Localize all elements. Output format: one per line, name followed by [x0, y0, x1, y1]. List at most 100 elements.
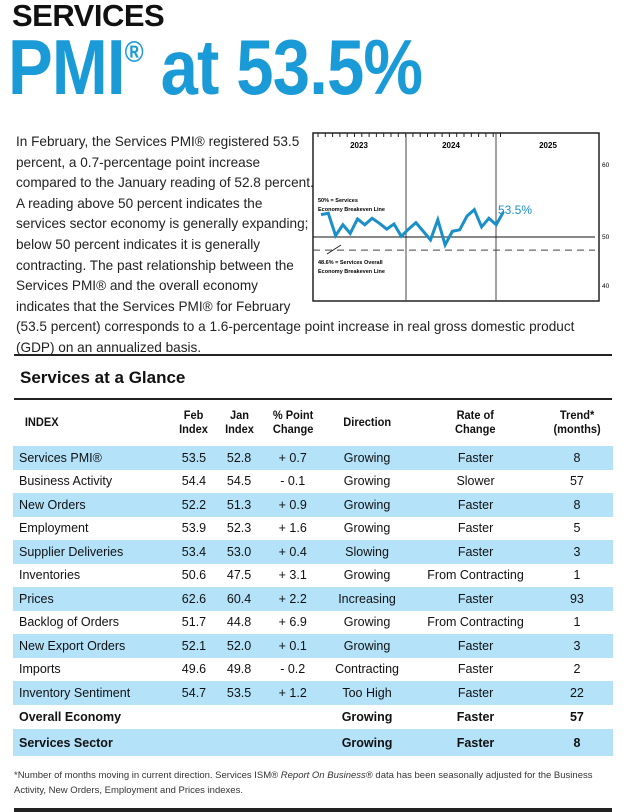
column-header: Jan Index [224, 408, 254, 436]
table-cell: 47.5 [226, 568, 252, 583]
y-tick-label: 60 [602, 162, 610, 169]
table-cell: Faster [410, 587, 541, 611]
headline-pmi: PMI [8, 23, 126, 111]
table-cell: Growing [323, 446, 411, 470]
pmi-series-line [320, 207, 505, 249]
table-cell: + 1.6 [278, 521, 307, 536]
table-cell: Faster [410, 634, 541, 658]
table-row: New Orders 52.2 51.3 + 0.9 Growing Faster 8 [13, 493, 613, 517]
ref-label: Economy Breakeven Line [318, 269, 385, 275]
section-title: Services at a Glance [20, 368, 186, 387]
year-label: 2025 [539, 141, 557, 150]
table-cell: Imports [19, 662, 61, 677]
table-cell: 49.8 [226, 662, 252, 677]
table-cell: 44.8 [226, 615, 252, 630]
divider [14, 808, 612, 812]
table-cell: Slowing [323, 540, 411, 564]
table-cell: Services PMI® [13, 446, 172, 470]
table-cell: 5 [573, 521, 581, 536]
table-cell: 8 [540, 729, 613, 756]
table-cell: 52.2 [171, 493, 217, 517]
column-header: INDEX [24, 415, 59, 429]
table-cell: New Orders [13, 493, 172, 517]
table-cell: 1 [573, 568, 581, 583]
table-cell: 53.5 [216, 681, 262, 705]
table-cell: Backlog of Orders [19, 615, 120, 630]
services-glance-table: INDEX Feb Index Jan Index % Point Change Direct… [13, 398, 613, 756]
table-cell: New Export Orders [13, 634, 172, 658]
table-cell: Growing [343, 615, 391, 630]
table-cell: 3 [540, 540, 613, 564]
table-cell: Growing [323, 634, 411, 658]
table-cell: 57 [569, 709, 584, 724]
table-cell: 93 [540, 587, 613, 611]
table-cell: Services Sector [13, 729, 172, 756]
footnote-text: data has been seasonally adjusted for th… [14, 770, 593, 796]
column-header: Rate of Change [455, 408, 496, 436]
table-cell: 3 [540, 634, 613, 658]
table-row: Supplier Deliveries 53.4 53.0 + 0.4 Slowing F… [13, 540, 613, 564]
table-row: Services PMI® 53.5 52.8 + 0.7 Growing Faster 8 [13, 446, 613, 470]
divider [14, 398, 612, 400]
table-cell: 51.3 [216, 493, 262, 517]
table-cell: Growing [343, 521, 391, 536]
table-cell: Faster [410, 446, 541, 470]
table-cell: + 0.1 [261, 634, 324, 658]
table-cell [262, 705, 324, 730]
table-cell: Faster [410, 729, 541, 756]
table-cell: 53.4 [171, 540, 217, 564]
table-cell: 60.4 [216, 587, 262, 611]
table-cell: + 0.4 [261, 540, 324, 564]
table-cell: 53.9 [181, 521, 207, 536]
table-cell: Faster [457, 662, 494, 677]
divider [14, 354, 612, 356]
table-row: Business Activity 54.4 54.5 - 0.1 Growing Slo… [13, 470, 613, 494]
table-cell: 49.6 [181, 662, 207, 677]
table-cell: + 6.9 [278, 615, 307, 630]
table-cell: Faster [457, 521, 494, 536]
table-cell: 8 [540, 446, 613, 470]
table-cell: Inventories [19, 568, 81, 583]
kicker: SERVICES [12, 0, 165, 33]
table-cell: 54.7 [171, 681, 217, 705]
footnote: *Number of months moving in current dire… [14, 768, 614, 798]
column-header: Trend* (months) [553, 408, 601, 436]
table-cell: 50.6 [181, 568, 207, 583]
footnote-italic: Report On Business® [280, 770, 373, 781]
table-row: New Export Orders 52.1 52.0 + 0.1 Growing Fas… [13, 634, 613, 658]
table-cell [261, 729, 324, 756]
registered-mark: ® [124, 36, 144, 69]
table-row: Employment 53.9 52.3 + 1.6 Growing Faster 5 [13, 517, 613, 541]
table-row: Backlog of Orders 51.7 44.8 + 6.9 Growing Fro… [13, 611, 613, 635]
table-cell: Faster [456, 709, 495, 724]
table-cell: 22 [540, 681, 613, 705]
table-cell: 52.3 [226, 521, 252, 536]
table-row: Prices 62.6 60.4 + 2.2 Increasing Faster 93 [13, 587, 613, 611]
table-cell: Too High [323, 681, 411, 705]
table-cell: Growing [343, 474, 391, 489]
table-cell: Overall Economy [19, 709, 122, 724]
y-tick-label: 50 [602, 234, 610, 241]
table-cell [171, 705, 216, 730]
table-cell: 53.0 [216, 540, 262, 564]
table-row: Inventory Sentiment 54.7 53.5 + 1.2 Too High… [13, 681, 613, 705]
column-header: % Point Change [272, 408, 313, 436]
table-cell: + 0.9 [261, 493, 324, 517]
table-cell: 52.1 [171, 634, 217, 658]
table-cell: 57 [569, 474, 584, 489]
headline-value: at 53.5% [142, 23, 423, 111]
table-cell: Faster [410, 540, 541, 564]
table-cell: Faster [410, 681, 541, 705]
table-cell: Slower [456, 474, 495, 489]
table-cell [217, 705, 262, 730]
table-cell: 62.6 [171, 587, 217, 611]
ref-label: Economy Breakeven Line [318, 207, 385, 213]
table-cell: + 2.2 [261, 587, 324, 611]
table-row: Overall Economy Growing Faster 57 [13, 705, 613, 730]
annotation-arrow [326, 244, 342, 255]
table-row: Inventories 50.6 47.5 + 3.1 Growing From Cont… [13, 564, 613, 588]
table-cell: 54.5 [226, 474, 252, 489]
table-cell [216, 729, 262, 756]
table-cell: Growing [323, 729, 411, 756]
table-cell: 1 [573, 615, 581, 630]
